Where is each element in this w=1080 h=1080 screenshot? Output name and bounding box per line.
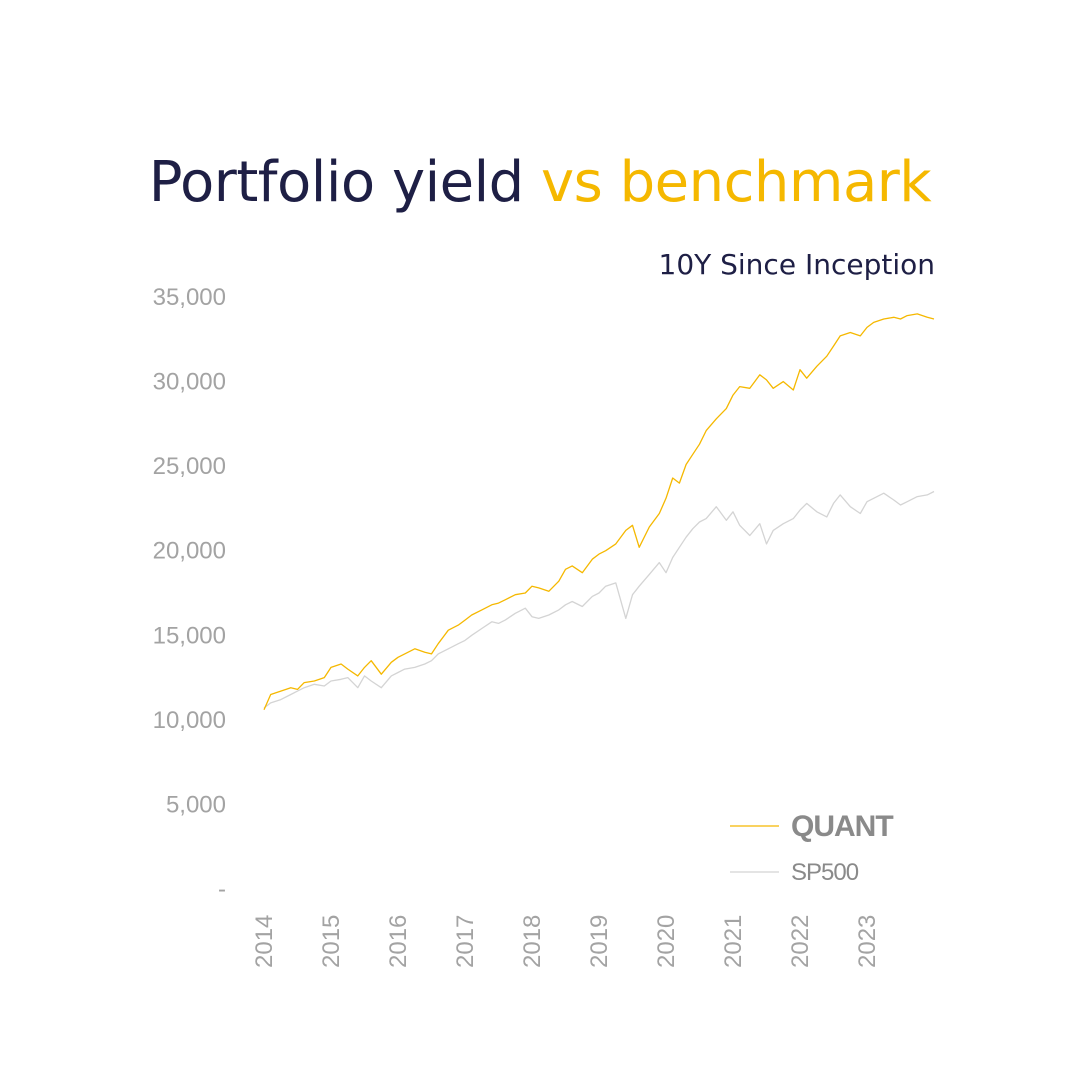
y-axis: - 5,000 10,000 15,000 20,000 25,000 30,000 35,0… [153,284,226,903]
y-tick-label: 35,000 [153,284,226,311]
title-accent: vs benchmark [541,150,932,215]
chart-title: Portfolio yield vs benchmark [0,150,1080,215]
chart-subtitle: 10Y Since Inception [658,248,936,281]
legend-label-quant: QUANT [791,810,893,843]
x-tick-label: 2017 [452,915,479,968]
y-tick-label: 10,000 [153,707,226,734]
x-tick-label: 2019 [586,915,613,968]
x-axis: 2014 2015 2016 2017 2018 2019 2020 2021 2022 2023 [251,915,881,968]
series-line-quant [263,313,935,710]
y-tick-label: - [218,876,226,903]
legend: QUANT SP500 [730,810,894,886]
x-tick-label: 2016 [385,915,412,968]
y-tick-label: 5,000 [166,791,226,818]
y-tick-label: 15,000 [153,622,226,649]
x-tick-label: 2020 [653,915,680,968]
y-tick-label: 25,000 [153,453,226,480]
series-line-sp500 [263,490,935,709]
x-tick-label: 2023 [854,915,881,968]
x-tick-label: 2022 [787,915,814,968]
series-lines [263,313,935,710]
legend-label-sp500: SP500 [791,859,859,886]
y-tick-label: 30,000 [153,369,226,396]
title-main: Portfolio yield [148,150,524,215]
x-tick-label: 2015 [318,915,345,968]
y-tick-label: 20,000 [153,538,226,565]
x-tick-label: 2021 [720,915,747,968]
x-tick-label: 2014 [251,915,278,968]
x-tick-label: 2018 [519,915,546,968]
